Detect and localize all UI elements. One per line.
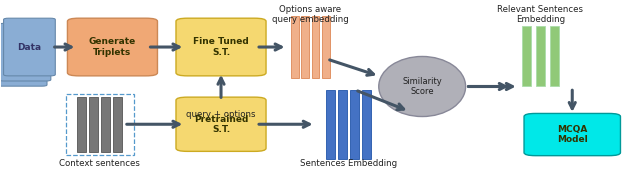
Bar xyxy=(338,90,347,159)
Bar xyxy=(362,90,371,159)
Text: Generate
Triplets: Generate Triplets xyxy=(89,37,136,57)
Bar xyxy=(113,97,122,152)
Text: Options aware
query embedding: Options aware query embedding xyxy=(272,5,349,24)
Bar xyxy=(77,97,86,152)
Text: MCQA
Model: MCQA Model xyxy=(557,125,588,144)
FancyBboxPatch shape xyxy=(0,29,47,86)
FancyBboxPatch shape xyxy=(524,113,620,156)
Bar xyxy=(291,16,299,78)
FancyBboxPatch shape xyxy=(0,23,51,81)
Bar xyxy=(89,97,98,152)
Bar xyxy=(536,26,545,86)
Bar xyxy=(312,16,319,78)
Bar xyxy=(101,97,110,152)
Bar xyxy=(550,26,559,86)
Text: Context sentences: Context sentences xyxy=(60,160,140,169)
Bar xyxy=(301,16,309,78)
Text: query + options: query + options xyxy=(186,110,256,119)
FancyBboxPatch shape xyxy=(67,18,157,76)
Text: Pretrained
S.T.: Pretrained S.T. xyxy=(194,115,248,134)
FancyBboxPatch shape xyxy=(176,18,266,76)
Ellipse shape xyxy=(379,56,466,117)
Text: Sentences Embedding: Sentences Embedding xyxy=(300,160,397,169)
FancyBboxPatch shape xyxy=(4,18,55,76)
Text: Data: Data xyxy=(17,43,42,52)
Bar xyxy=(522,26,531,86)
Text: Similarity
Score: Similarity Score xyxy=(403,77,442,96)
Text: Fine Tuned
S.T.: Fine Tuned S.T. xyxy=(193,37,249,57)
Bar xyxy=(322,16,330,78)
Bar xyxy=(326,90,335,159)
FancyBboxPatch shape xyxy=(176,97,266,151)
Text: Relevant Sentences
Embedding: Relevant Sentences Embedding xyxy=(497,5,583,24)
Bar xyxy=(350,90,359,159)
